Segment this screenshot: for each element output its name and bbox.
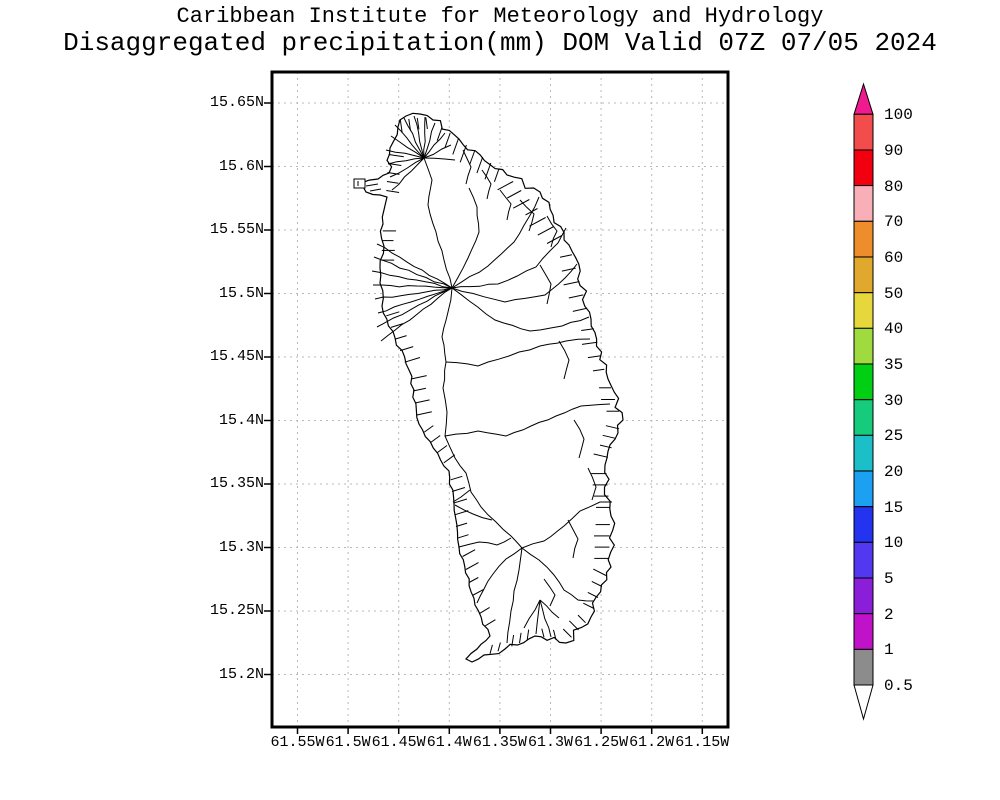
colorbar-tick-label: 30	[884, 391, 904, 410]
watershed-boundaries	[365, 115, 620, 654]
y-axis-tick-label: 15.4N	[218, 411, 264, 429]
colorbar	[853, 82, 874, 721]
colorbar-tick-label: 40	[884, 320, 904, 339]
y-axis-tick-label: 15.55N	[209, 221, 264, 238]
colorbar-tick-label: 15	[884, 498, 904, 517]
x-axis-tick-label: 61.35W	[472, 734, 527, 751]
x-axis-tick-label: 61.45W	[371, 734, 426, 751]
colorbar-tick-label: 100	[884, 106, 913, 125]
y-axis-tick-label: 15.45N	[209, 348, 264, 365]
y-axis-tick-label: 15.25N	[209, 602, 264, 619]
colorbar-tick-label: 0.5	[884, 677, 913, 696]
colorbar-tick-label: 35	[884, 355, 904, 374]
colorbar-tick-label: 80	[884, 177, 904, 196]
plot-title-institution: Caribbean Institute for Meteorology and …	[176, 4, 824, 29]
colorbar-tick-label: 1	[884, 641, 894, 660]
colorbar-tick-label: 90	[884, 141, 904, 160]
colorbar-tick-label: 25	[884, 427, 904, 446]
y-axis-tick-label: 15.5N	[218, 284, 264, 302]
x-axis-tick-label: 61.3W	[527, 734, 573, 751]
coastal-islet	[353, 178, 366, 189]
plot-title-product: Disaggregated precipitation(mm) DOM Vali…	[63, 28, 937, 58]
colorbar-tick-label: 5	[884, 570, 894, 588]
colorbar-tick-label: 10	[884, 534, 904, 553]
y-axis-tick-label: 15.65N	[209, 94, 264, 111]
dominica-island-outline	[360, 112, 624, 663]
x-axis-tick-label: 61.4W	[426, 734, 472, 751]
colorbar-tick-label: 2	[884, 605, 894, 624]
x-axis-tick-label: 61.5W	[325, 734, 371, 751]
y-axis-tick-label: 15.2N	[218, 665, 264, 683]
x-axis-tick-label: 61.15W	[675, 734, 730, 751]
x-axis-tick-label: 61.25W	[574, 734, 629, 751]
colorbar-tick-label: 70	[884, 213, 904, 232]
y-axis-tick-label: 15.35N	[209, 475, 264, 492]
y-axis-tick-label: 15.6N	[218, 157, 264, 175]
colorbar-tick-label: 60	[884, 248, 904, 267]
colorbar-top-arrow	[853, 82, 874, 115]
y-axis-tick-label: 15.3N	[218, 538, 264, 556]
colorbar-tick-label: 20	[884, 463, 904, 481]
colorbar-bottom-arrow	[853, 684, 874, 721]
x-axis-tick-label: 61.2W	[629, 734, 675, 751]
x-axis-tick-label: 61.55W	[270, 734, 325, 751]
map-frame	[270, 70, 730, 729]
colorbar-tick-label: 50	[884, 284, 904, 303]
